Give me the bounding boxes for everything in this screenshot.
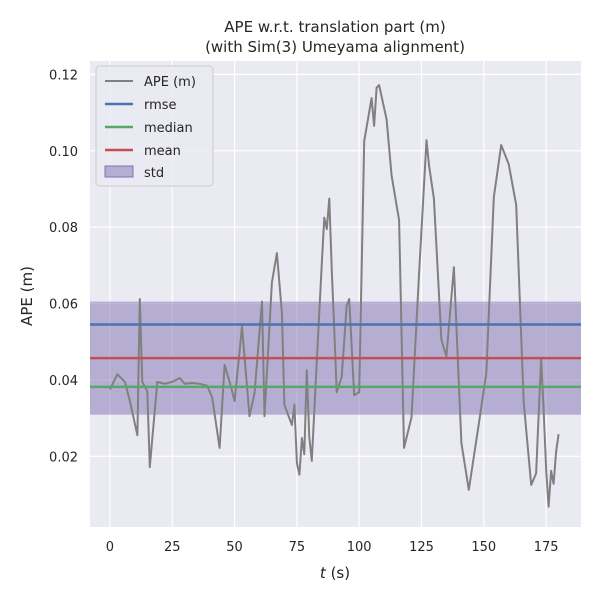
data-layer [90,84,581,508]
legend-mean-label: mean [144,144,181,159]
y-tick-label: 0.08 [49,221,78,236]
y-tick-label: 0.10 [49,145,78,160]
x-axis-unit: (s) [326,564,350,582]
x-tick-label: 125 [409,540,434,555]
x-tick-label: 50 [226,540,243,555]
legend-std-patch [104,165,134,178]
x-tick-label: 175 [534,540,559,555]
ape-series-line [109,84,560,508]
x-axis-label: t (s) [320,564,350,582]
legend-std-label: std [144,166,164,181]
legend-ape-label: APE (m) [144,75,196,90]
x-tick-label: 0 [106,540,114,555]
legend-rmse-label: rmse [144,98,177,113]
y-tick-label: 0.12 [49,68,78,83]
chart-subtitle: (with Sim(3) Umeyama alignment) [205,38,465,56]
x-axis-variable: t [320,564,327,582]
y-tick-label: 0.06 [49,298,78,313]
y-tick-label: 0.04 [49,374,78,389]
x-tick-label: 100 [347,540,372,555]
x-tick-label: 150 [471,540,496,555]
legend-frame [95,65,214,187]
x-tick-label: 25 [164,540,181,555]
x-tick-label: 75 [289,540,306,555]
legend: APE (m) rmse median mean std [95,65,214,187]
legend-median-label: median [144,121,193,136]
tick-labels: 0 25 50 75 100 125 150 175 0.02 0.04 0.06 0.08 0.10 0… [49,68,558,555]
y-tick-label: 0.02 [49,450,78,465]
chart-title: APE w.r.t. translation part (m) [224,18,445,36]
y-axis-label: APE (m) [18,266,36,326]
